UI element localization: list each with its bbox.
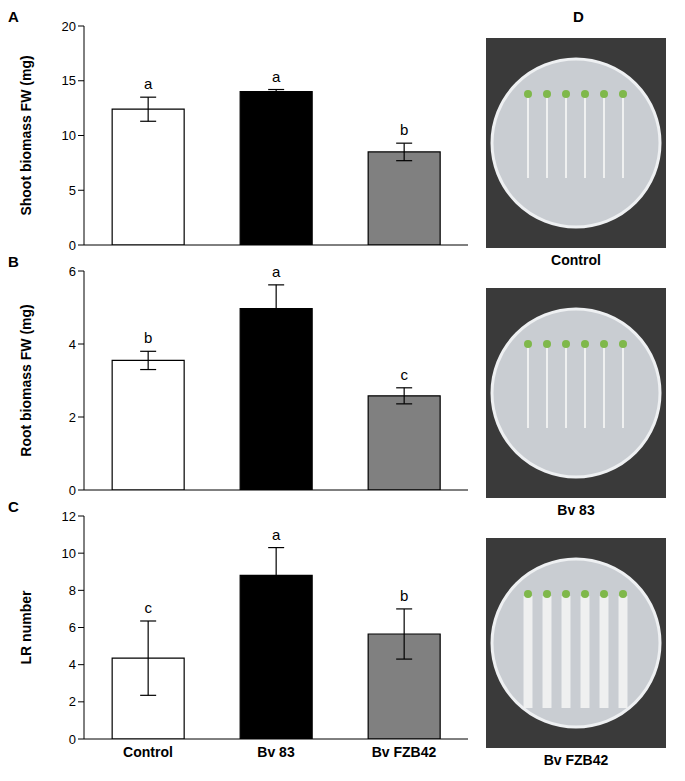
svg-text:4: 4: [69, 657, 76, 672]
svg-text:2: 2: [69, 694, 76, 709]
svg-text:0: 0: [69, 238, 76, 253]
svg-text:0: 0: [69, 732, 76, 747]
svg-text:15: 15: [62, 73, 76, 88]
svg-text:c: c: [400, 366, 408, 383]
svg-text:6: 6: [69, 264, 76, 279]
svg-text:10: 10: [62, 546, 76, 561]
html-text:B: B: [8, 253, 19, 270]
svg-text:a: a: [272, 263, 281, 280]
svg-text:8: 8: [69, 583, 76, 598]
html-text:D: D: [573, 8, 584, 25]
html-text:A: A: [8, 8, 19, 25]
svg-text:Control: Control: [123, 744, 173, 760]
svg-text:LR number: LR number: [18, 590, 34, 664]
svg-text:Shoot biomass FW (mg): Shoot biomass FW (mg): [18, 55, 34, 215]
html-text:C: C: [8, 498, 19, 515]
svg-text:a: a: [272, 526, 281, 543]
svg-text:12: 12: [62, 509, 76, 524]
svg-text:Root biomass FW (mg): Root biomass FW (mg): [18, 304, 34, 456]
svg-text:b: b: [144, 329, 152, 346]
svg-text:20: 20: [62, 19, 76, 34]
svg-text:a: a: [144, 75, 153, 92]
svg-text:b: b: [400, 121, 408, 138]
svg-text:0: 0: [69, 483, 76, 498]
svg-text:6: 6: [69, 620, 76, 635]
svg-text:c: c: [144, 599, 152, 616]
svg-text:b: b: [400, 587, 408, 604]
html-text:Bv FZB42: Bv FZB42: [543, 752, 609, 768]
html-text:Bv 83: Bv 83: [557, 502, 595, 518]
svg-text:4: 4: [69, 337, 76, 352]
svg-text:a: a: [272, 68, 281, 85]
svg-text:2: 2: [69, 410, 76, 425]
svg-text:Bv 83: Bv 83: [257, 744, 295, 760]
svg-text:5: 5: [69, 183, 76, 198]
svg-text:10: 10: [62, 128, 76, 143]
html-text:Control: Control: [551, 252, 601, 268]
svg-text:Bv FZB42: Bv FZB42: [372, 744, 437, 760]
